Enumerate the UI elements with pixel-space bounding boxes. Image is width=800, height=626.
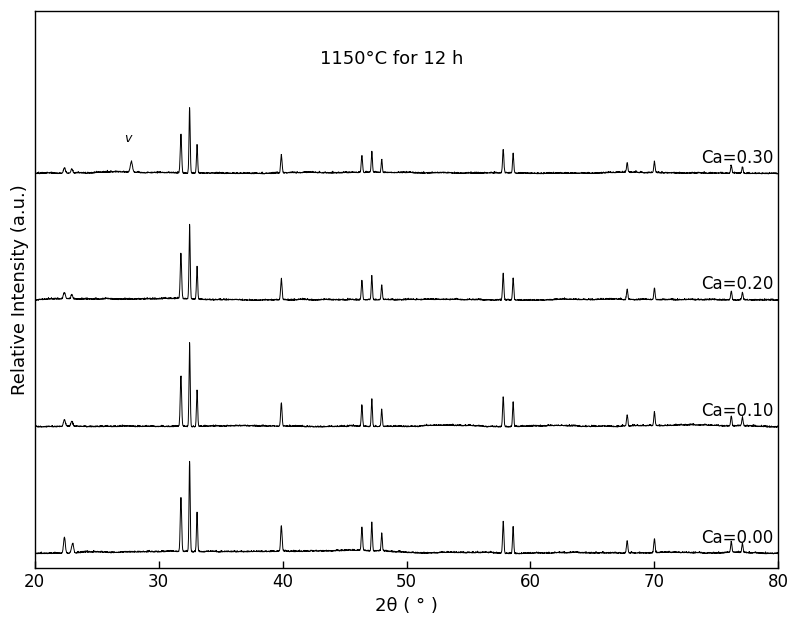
Text: Ca=0.20: Ca=0.20 [701, 275, 774, 294]
Text: v: v [124, 133, 131, 145]
X-axis label: 2θ ( ° ): 2θ ( ° ) [375, 597, 438, 615]
Y-axis label: Relative Intensity (a.u.): Relative Intensity (a.u.) [11, 185, 29, 395]
Text: Ca=0.00: Ca=0.00 [701, 529, 774, 546]
Text: Ca=0.30: Ca=0.30 [701, 149, 774, 167]
Text: 1150°C for 12 h: 1150°C for 12 h [320, 50, 463, 68]
Text: Ca=0.10: Ca=0.10 [701, 402, 774, 420]
